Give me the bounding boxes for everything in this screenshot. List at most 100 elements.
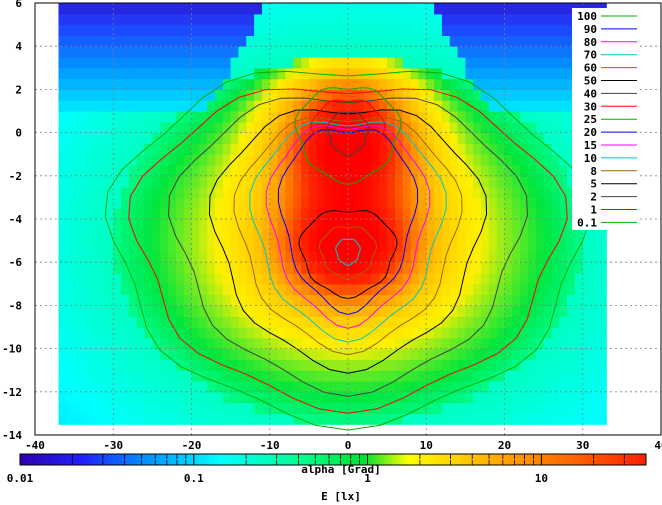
heat-cell [504,283,513,296]
heat-cell [199,305,208,317]
heat-cell [293,67,302,80]
heat-cell [222,143,232,155]
heat-cell [481,413,490,425]
heat-cell [418,219,427,231]
heat-cell [160,359,169,371]
heat-cell [324,208,333,220]
heat-cell [97,46,107,58]
heat-cell [496,35,506,47]
heat-cell [598,402,607,414]
heat-cell [152,3,161,15]
heat-cell [136,381,146,393]
heat-cell [316,305,326,317]
heat-cell [238,67,247,80]
heat-cell [434,121,443,134]
heat-cell [238,78,247,90]
heat-cell [379,251,388,263]
heat-cell [81,67,91,80]
heat-cell [449,283,459,296]
heat-cell [144,262,153,274]
heat-cell [559,78,568,90]
heat-cell [535,154,545,166]
heat-cell [402,240,412,252]
heat-cell [527,240,537,252]
heat-cell [426,262,435,274]
heat-cell [551,337,560,350]
heat-cell [136,208,146,220]
heat-cell [402,208,412,220]
heat-cell [340,251,349,263]
heat-cell [410,219,420,231]
heat-cell [410,13,420,26]
heat-cell [355,316,365,328]
heat-cell [74,121,83,134]
heat-cell [504,316,513,328]
heat-cell [527,262,537,274]
heat-cell [551,219,560,231]
heat-cell [410,89,420,101]
heat-cell [81,283,91,296]
heat-cell [238,121,247,134]
heat-cell [340,67,349,80]
heat-cell [128,208,138,220]
heat-cell [175,283,185,296]
heat-cell [441,219,451,231]
heat-cell [582,402,592,414]
heat-cell [434,251,443,263]
heat-cell [66,305,75,317]
heat-cell [340,370,349,382]
heat-cell [261,229,271,242]
heat-cell [121,219,130,231]
heat-cell [410,305,420,317]
heat-cell [512,283,521,296]
heat-cell [387,316,396,328]
heat-cell [238,370,247,382]
heat-cell [340,111,349,123]
heat-cell [348,78,357,90]
heat-cell [512,186,521,198]
heat-cell [457,67,466,80]
heat-cell [160,35,169,47]
heat-cell [214,89,224,101]
heat-cell [371,348,380,360]
heat-cell [89,89,99,101]
heat-cell [74,46,83,58]
heat-cell [371,251,380,263]
heat-cell [441,57,451,69]
heat-cell [207,67,216,80]
heat-cell [199,24,208,36]
heat-cell [371,100,380,112]
heat-cell [160,89,169,101]
heat-cell [269,327,279,339]
heat-cell [387,165,396,177]
heat-cell [89,100,99,112]
heat-cell [324,35,333,47]
heat-cell [308,402,318,414]
heat-cell [113,78,122,90]
heat-cell [113,359,122,371]
heat-cell [551,57,560,69]
heat-cell [308,132,318,144]
heat-cell [285,143,294,155]
heat-cell [152,78,161,90]
heat-cell [81,359,91,371]
heat-cell [363,391,373,404]
heat-cell [285,46,294,58]
heat-cell [238,229,247,242]
heat-cell [293,197,302,209]
heat-cell [316,294,326,306]
heat-cell [394,413,404,425]
heat-cell [136,316,146,328]
heat-cell [418,273,427,285]
heat-cell [598,283,607,296]
heat-cell [504,78,513,90]
heat-cell [183,251,193,263]
heat-cell [426,46,435,58]
heat-cell [332,413,341,425]
heat-cell [527,67,537,80]
heat-cell [238,251,247,263]
heat-cell [89,154,99,166]
heat-cell [426,197,435,209]
heat-cell [207,229,216,242]
heat-cell [527,359,537,371]
